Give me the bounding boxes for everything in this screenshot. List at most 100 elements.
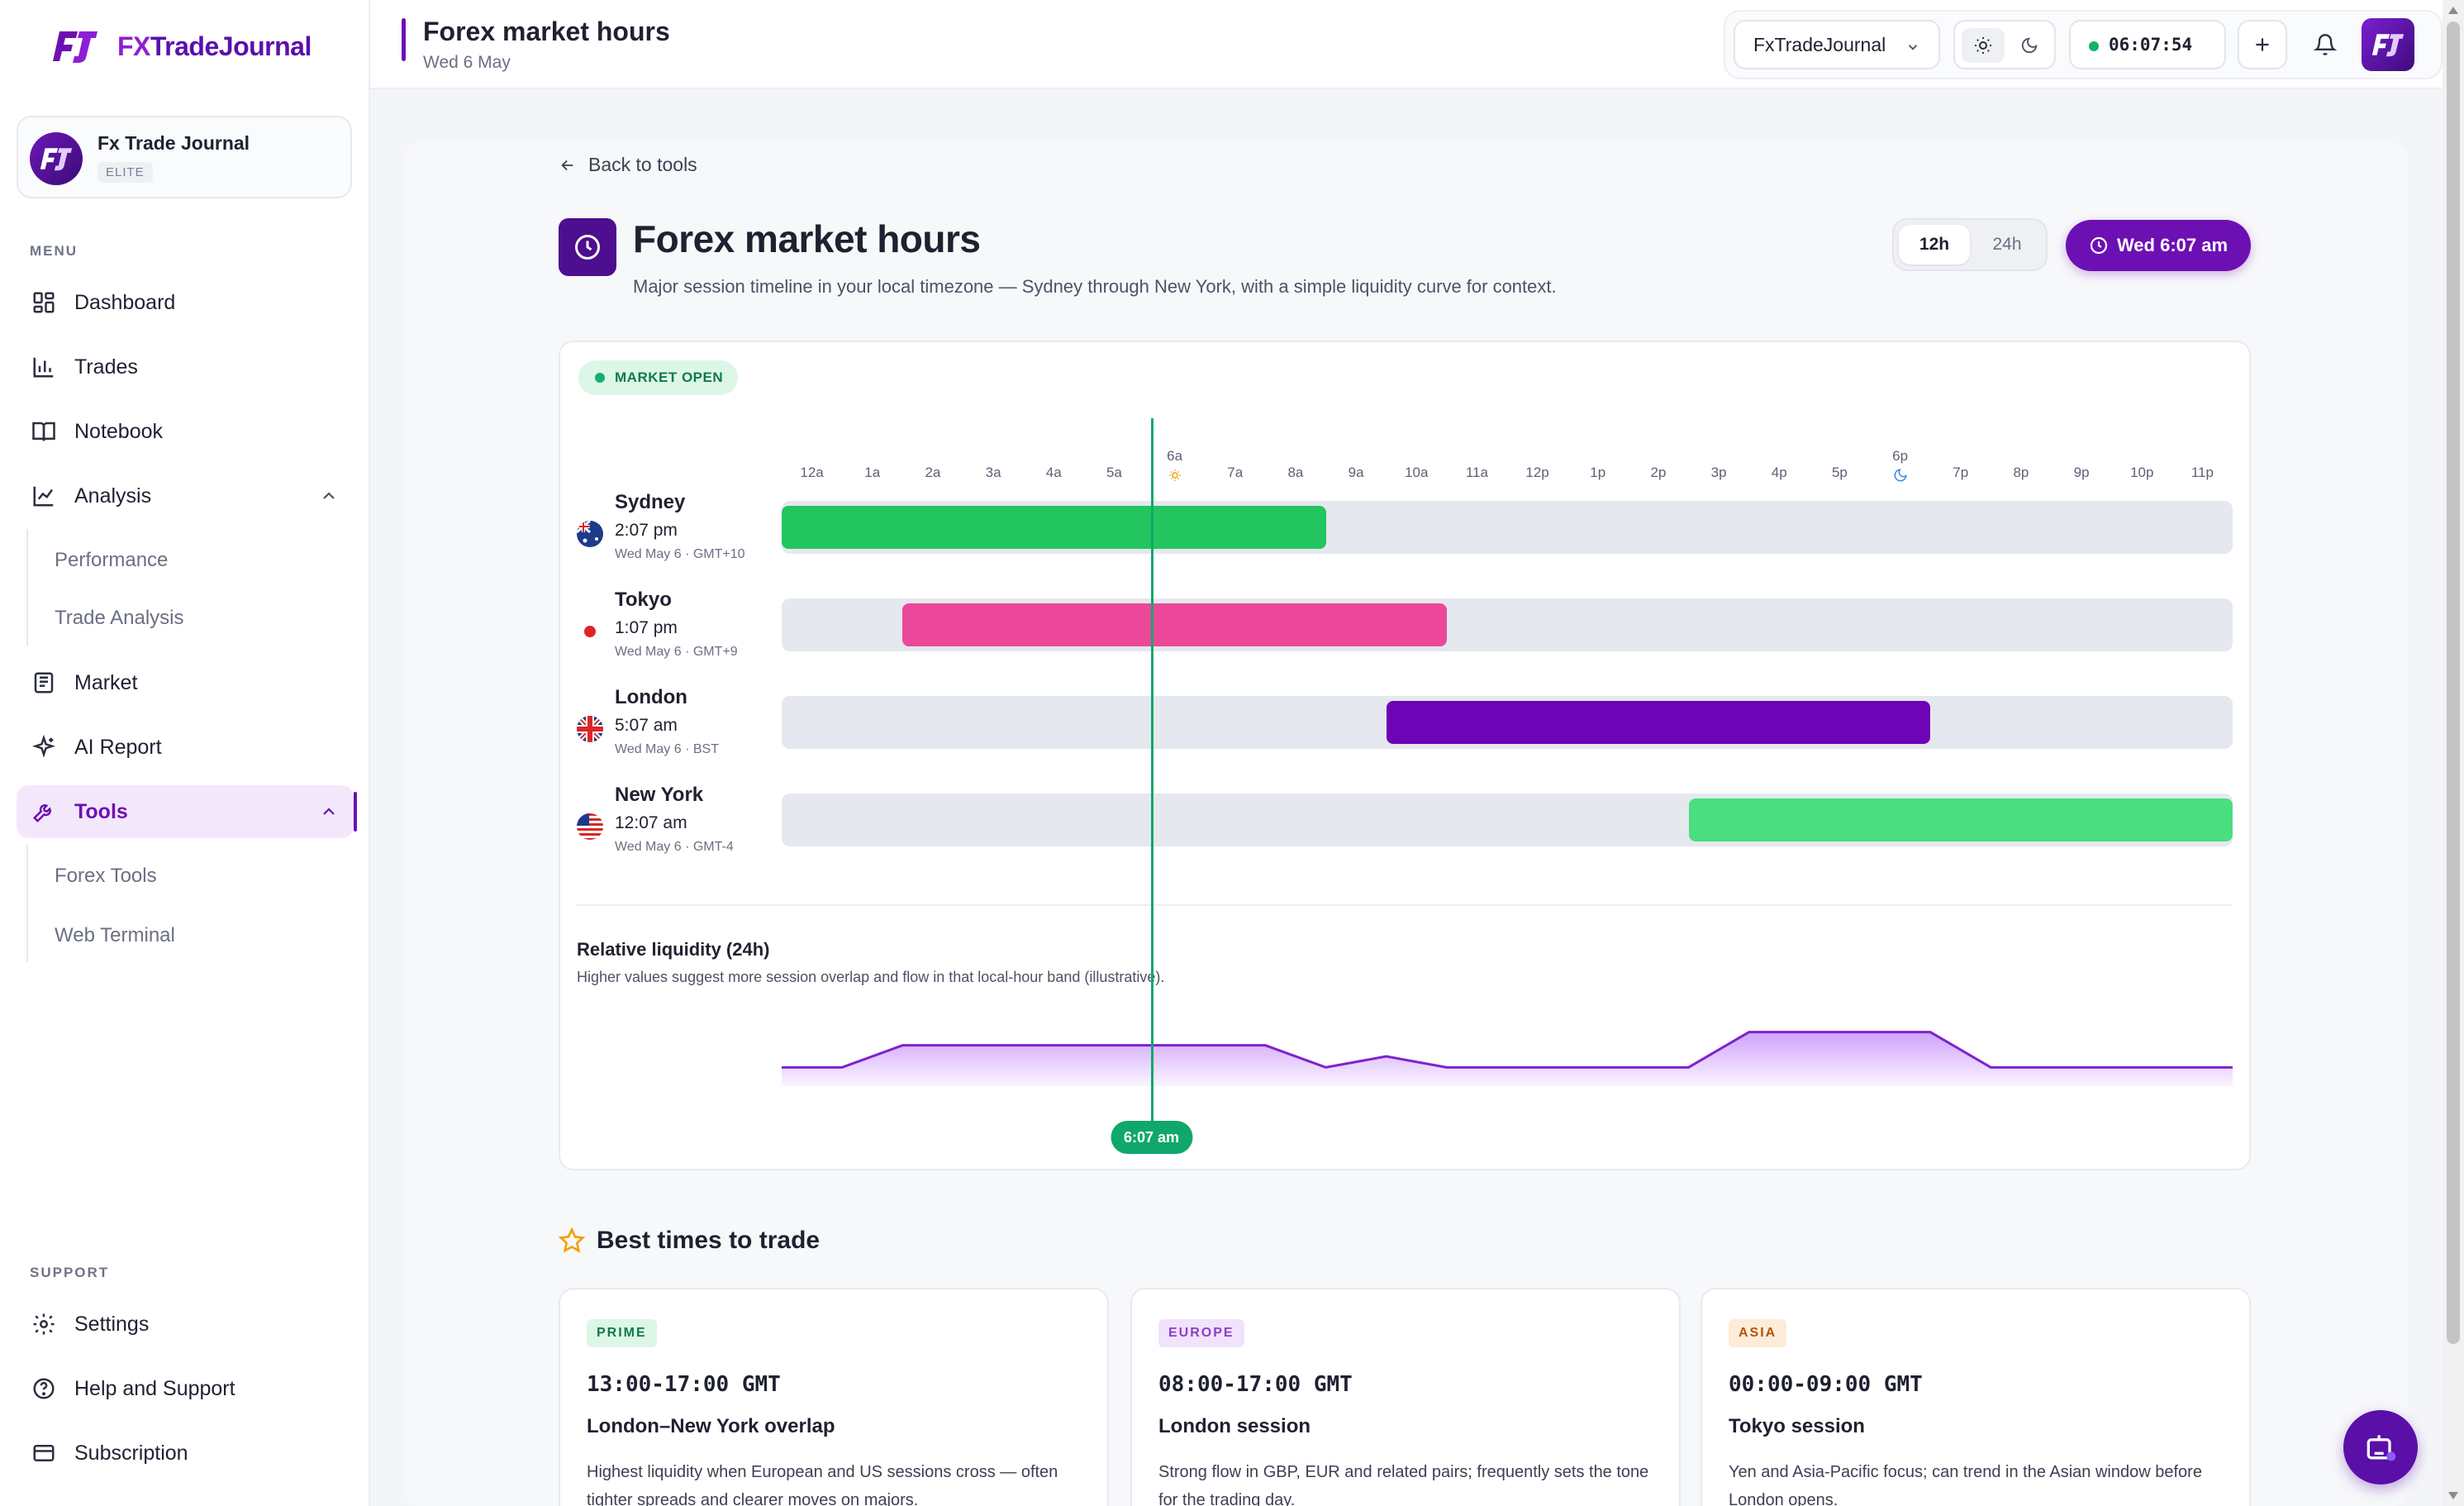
sidebar-item-market[interactable]: Market (17, 656, 354, 709)
format-12h-button[interactable]: 12h (1899, 225, 1970, 265)
session-timezone: Wed May 6 · GMT-4 (615, 840, 734, 854)
best-times-title: Best times to trade (597, 1227, 821, 1254)
back-to-tools-link[interactable]: Back to tools (559, 154, 697, 176)
sidebar-item-label: Tools (74, 799, 128, 823)
sidebar-item-ai-report[interactable]: AI Report (17, 721, 354, 774)
hour-tick-label: 5a (1106, 465, 1122, 480)
line-chart-icon (30, 482, 58, 510)
session-name: New York (615, 784, 704, 806)
session-name: Sydney (615, 491, 686, 513)
au-flag-icon (577, 521, 603, 547)
current-time-button[interactable]: Wed 6:07 am (2066, 220, 2251, 271)
session-bar[interactable] (902, 603, 1447, 646)
session-bar[interactable] (782, 506, 1326, 549)
session-tag: PRIME (587, 1319, 657, 1347)
sidebar-item-dashboard[interactable]: Dashboard (17, 276, 354, 329)
hour-tick-label: 12a (800, 465, 824, 480)
best-time-card: PRIME 13:00-17:00 GMT London–New York over… (559, 1288, 1109, 1506)
scroll-down-arrow-icon[interactable] (2448, 1492, 2458, 1499)
best-times-heading: Best times to trade (559, 1227, 820, 1255)
dark-theme-button[interactable] (2008, 28, 2051, 63)
current-time-marker: 6:07 am (1111, 1121, 1193, 1154)
liquidity-area (782, 1032, 2233, 1086)
sidebar-item-subscription[interactable]: Subscription (17, 1427, 354, 1480)
sidebar-subitem-forex-tools[interactable]: Forex Tools (55, 865, 157, 887)
sidebar-item-tools[interactable]: Tools (17, 785, 357, 838)
sidebar-item-label: Subscription (74, 1441, 188, 1465)
session-local-time: 2:07 pm (615, 521, 678, 540)
session-row-new-york: New York 12:07 am Wed May 6 · GMT-4 (560, 784, 2252, 866)
account-name: Fx Trade Journal (98, 132, 250, 154)
book-icon (30, 417, 58, 446)
moon-icon (2021, 37, 2038, 54)
page-title: Forex market hours (633, 217, 981, 260)
bell-icon (2314, 34, 2337, 55)
current-time-label: Wed 6:07 am (2116, 235, 2229, 255)
liquidity-line (782, 1031, 2233, 1069)
header-accent-bar (402, 18, 406, 61)
hour-tick-label: 1p (1590, 465, 1606, 480)
hour-tick-label: 7p (1953, 465, 1969, 480)
session-row-sydney: Sydney 2:07 pm Wed May 6 · GMT+10 (560, 491, 2252, 574)
app-logo[interactable]: FXTradeJournal (50, 28, 312, 64)
sidebar-item-label: Trades (74, 355, 138, 379)
sidebar: FXTradeJournal Fx Trade Journal ELITE ME… (0, 0, 370, 1506)
light-theme-button[interactable] (1962, 28, 2005, 63)
hour-tick-label: 1a (864, 465, 881, 480)
session-name: Tokyo (615, 589, 672, 611)
hour-tick-label: 10p (2130, 465, 2154, 480)
session-tag: ASIA (1729, 1319, 1787, 1347)
sidebar-item-notebook[interactable]: Notebook (17, 405, 354, 458)
sidebar-subitem-web-terminal[interactable]: Web Terminal (55, 924, 175, 946)
scroll-up-arrow-icon[interactable] (2448, 7, 2458, 14)
header-title: Forex market hours (423, 17, 670, 46)
hour-tick-label: 6a (1167, 448, 1183, 464)
sidebar-item-help[interactable]: Help and Support (17, 1362, 354, 1415)
sidebar-item-label: Analysis (74, 484, 152, 508)
add-button[interactable] (2238, 20, 2287, 69)
chevron-up-icon (323, 492, 335, 499)
sidebar-subitem-trade-analysis[interactable]: Trade Analysis (55, 607, 184, 629)
session-bar[interactable] (1688, 798, 2233, 841)
hour-tick-label: 7a (1227, 465, 1244, 480)
bar-chart-icon (30, 353, 58, 381)
market-status-badge: MARKET OPEN (578, 360, 739, 395)
session-row-tokyo: Tokyo 1:07 pm Wed May 6 · GMT+9 (560, 589, 2252, 671)
sidebar-item-trades[interactable]: Trades (17, 341, 354, 393)
page-scrollbar[interactable] (2443, 0, 2464, 1506)
section-divider (577, 904, 2233, 906)
sidebar-item-label: Dashboard (74, 290, 176, 314)
hour-tick-label: 5p (1831, 465, 1848, 480)
session-bar[interactable] (1386, 701, 1931, 744)
format-24h-button[interactable]: 24h (1992, 235, 2022, 254)
account-avatar (30, 132, 83, 185)
sidebar-item-analysis[interactable]: Analysis (17, 469, 354, 522)
scrollbar-thumb[interactable] (2447, 21, 2460, 1344)
session-time-range: 08:00-17:00 GMT (1158, 1372, 1353, 1397)
session-title: London–New York overlap (587, 1415, 835, 1437)
sidebar-item-settings[interactable]: Settings (17, 1298, 354, 1351)
sidebar-item-label: AI Report (74, 735, 162, 759)
notifications-button[interactable] (2300, 20, 2350, 69)
session-timezone: Wed May 6 · GMT+9 (615, 645, 738, 659)
user-avatar[interactable] (2362, 18, 2414, 71)
clock-icon (559, 218, 616, 276)
app-name: FXTradeJournal (117, 31, 312, 61)
account-select[interactable]: FxTradeJournal (1734, 20, 1940, 69)
live-clock: 06:07:54 (2069, 20, 2226, 69)
hour-tick-label: 9p (2073, 465, 2090, 480)
submenu-guide-line (26, 845, 28, 962)
hour-tick-label: 8a (1287, 465, 1304, 480)
session-description: Yen and Asia-Pacific focus; can trend in… (1729, 1463, 2202, 1506)
assistant-chat-button[interactable] (2343, 1410, 2418, 1485)
session-track (782, 794, 2233, 846)
session-timezone: Wed May 6 · BST (615, 742, 719, 756)
star-icon (559, 1227, 585, 1253)
session-local-time: 5:07 am (615, 716, 678, 735)
sidebar-subitem-performance[interactable]: Performance (55, 549, 169, 571)
session-row-london: London 5:07 am Wed May 6 · BST (560, 686, 2252, 769)
wrench-icon (30, 798, 58, 826)
session-track (782, 696, 2233, 749)
hour-tick-label: 11p (2190, 465, 2214, 480)
account-card[interactable]: Fx Trade Journal ELITE (17, 116, 352, 198)
